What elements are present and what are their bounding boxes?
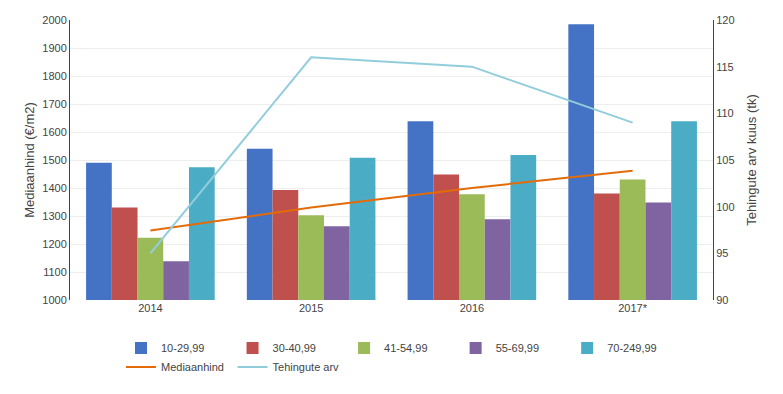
svg-text:2000: 2000 — [42, 14, 66, 26]
svg-text:Mediaanhind: Mediaanhind — [161, 361, 224, 373]
svg-text:1200: 1200 — [42, 238, 66, 250]
svg-text:Tehingute arv: Tehingute arv — [273, 361, 340, 373]
svg-text:10-29,99: 10-29,99 — [161, 342, 204, 354]
svg-text:115: 115 — [716, 61, 734, 73]
svg-text:105: 105 — [716, 154, 734, 166]
svg-text:1500: 1500 — [42, 154, 66, 166]
svg-text:1800: 1800 — [42, 70, 66, 82]
svg-text:Mediaanhind (€/m2): Mediaanhind (€/m2) — [22, 102, 37, 218]
svg-text:1400: 1400 — [42, 182, 66, 194]
svg-text:2017*: 2017* — [618, 302, 647, 314]
svg-text:120: 120 — [716, 14, 734, 26]
svg-text:30-40,99: 30-40,99 — [273, 342, 316, 354]
svg-text:95: 95 — [716, 247, 728, 259]
svg-text:70-249,99: 70-249,99 — [607, 342, 657, 354]
svg-text:2016: 2016 — [460, 302, 484, 314]
svg-text:1300: 1300 — [42, 210, 66, 222]
svg-text:41-54,99: 41-54,99 — [384, 342, 427, 354]
svg-text:55-69,99: 55-69,99 — [496, 342, 539, 354]
svg-text:1000: 1000 — [42, 294, 66, 306]
svg-text:110: 110 — [716, 107, 734, 119]
svg-text:2015: 2015 — [299, 302, 323, 314]
svg-text:1600: 1600 — [42, 126, 66, 138]
svg-text:1100: 1100 — [43, 266, 67, 278]
svg-text:1900: 1900 — [42, 42, 66, 54]
svg-text:Tehingute arv kuus (tk): Tehingute arv kuus (tk) — [744, 94, 759, 226]
svg-text:90: 90 — [716, 294, 728, 306]
svg-text:1700: 1700 — [42, 98, 66, 110]
svg-text:2014: 2014 — [138, 302, 162, 314]
svg-text:100: 100 — [716, 201, 734, 213]
